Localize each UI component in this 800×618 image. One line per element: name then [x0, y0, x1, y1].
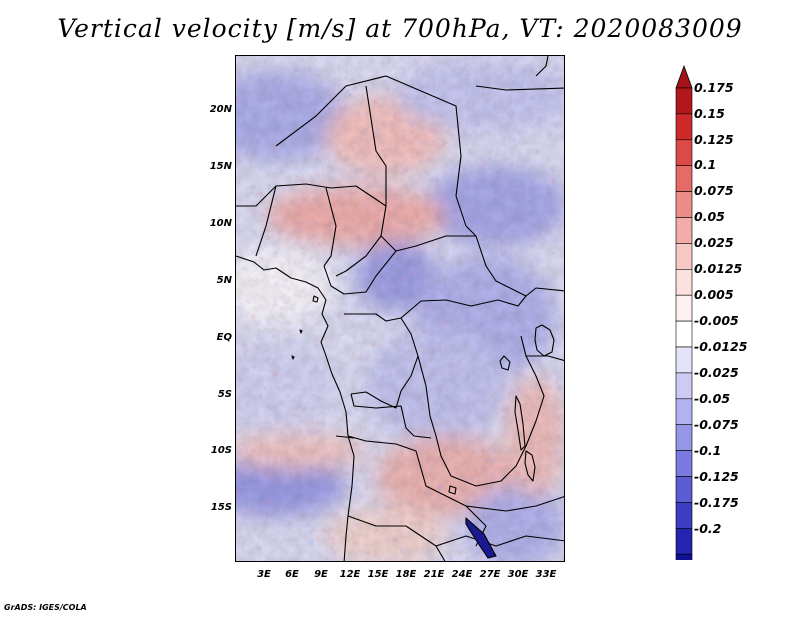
colorbar-swatch	[675, 527, 693, 555]
lon-label-24e: 24E	[451, 569, 473, 580]
colorbar-swatch	[675, 320, 693, 348]
colorbar-label: -0.2	[694, 521, 722, 536]
colorbar-swatch	[675, 165, 693, 192]
lat-label-5n: 5N	[216, 275, 232, 286]
lon-label-27e: 27E	[479, 569, 501, 580]
colorbar-swatch	[675, 346, 693, 374]
lat-label-eq: EQ	[216, 332, 232, 343]
colorbar	[675, 64, 693, 560]
colorbar-swatch	[675, 113, 693, 141]
lon-label-30e: 30E	[507, 569, 529, 580]
colorbar-swatch	[675, 191, 693, 218]
colorbar-label: -0.075	[694, 417, 739, 432]
colorbar-swatch	[675, 294, 693, 322]
colorbar-label: -0.05	[694, 391, 731, 406]
lon-label-9e: 9E	[314, 569, 328, 580]
lon-label-18e: 18E	[395, 569, 417, 580]
lat-label-5s: 5S	[217, 389, 232, 400]
colorbar-label: -0.125	[694, 469, 739, 484]
grads-credit: GrADS: IGES/COLA	[4, 603, 87, 612]
colorbar-label: -0.025	[694, 365, 739, 380]
colorbar-swatch	[675, 424, 693, 451]
colorbar-swatch	[675, 217, 693, 244]
colorbar-swatch	[675, 476, 693, 503]
colorbar-label: 0.15	[694, 106, 725, 121]
colorbar-swatch	[675, 553, 693, 560]
lon-label-12e: 12E	[339, 569, 361, 580]
vertical-velocity-field	[236, 56, 564, 561]
colorbar-swatch	[675, 502, 693, 529]
colorbar-swatch	[675, 372, 693, 400]
lat-label-15s: 15S	[210, 502, 232, 513]
lat-label-20n: 20N	[209, 104, 232, 115]
colorbar-label: 0.075	[694, 183, 734, 198]
lat-label-10n: 10N	[209, 218, 232, 229]
colorbar-label: -0.1	[694, 443, 722, 458]
map-plot-area	[235, 55, 565, 562]
lon-label-21e: 21E	[423, 569, 445, 580]
colorbar-label: 0.005	[694, 287, 734, 302]
colorbar-label: 0.175	[694, 80, 734, 95]
lon-label-3e: 3E	[257, 569, 271, 580]
colorbar-label: 0.0125	[694, 261, 743, 276]
colorbar-label: -0.0125	[694, 339, 748, 354]
colorbar-label: 0.025	[694, 235, 734, 250]
colorbar-swatch	[675, 269, 693, 296]
colorbar-swatch	[675, 398, 693, 425]
colorbar-label: -0.005	[694, 313, 739, 328]
lon-label-15e: 15E	[367, 569, 389, 580]
lon-label-6e: 6E	[285, 569, 299, 580]
colorbar-label: 0.125	[694, 132, 734, 147]
lon-label-33e: 33E	[535, 569, 557, 580]
colorbar-swatch	[675, 243, 693, 270]
lat-label-10s: 10S	[210, 445, 232, 456]
lat-label-15n: 15N	[209, 161, 232, 172]
colorbar-swatch	[675, 87, 693, 115]
colorbar-swatch	[675, 139, 693, 167]
colorbar-swatch	[675, 450, 693, 477]
colorbar-top-arrow	[675, 64, 693, 89]
chart-title: Vertical velocity [m/s] at 700hPa, VT: 2…	[57, 14, 743, 43]
colorbar-label: -0.175	[694, 495, 739, 510]
colorbar-label: 0.1	[694, 157, 717, 172]
colorbar-label: 0.05	[694, 209, 725, 224]
